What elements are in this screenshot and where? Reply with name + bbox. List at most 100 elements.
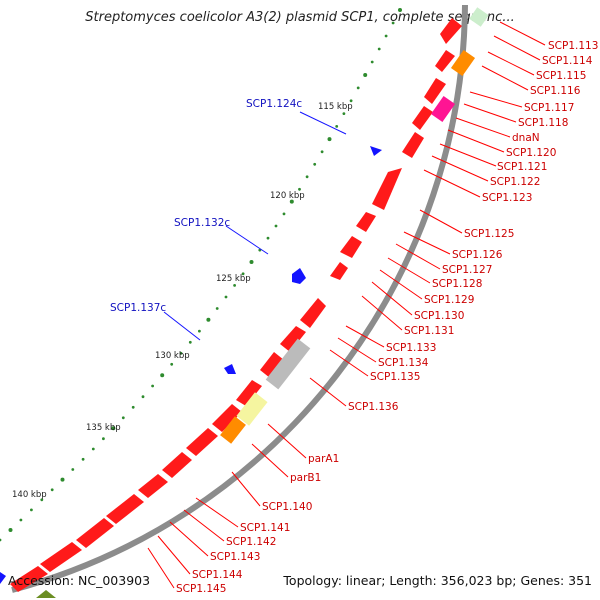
scale-tick bbox=[305, 175, 309, 179]
leader-line bbox=[267, 423, 307, 459]
gene-arrow bbox=[340, 236, 362, 258]
gene-label[interactable]: SCP1.120 bbox=[506, 147, 556, 159]
gene-scp1-124c-marker bbox=[370, 146, 382, 156]
scale-tick bbox=[289, 199, 294, 204]
gene-label[interactable]: SCP1.132c bbox=[174, 217, 230, 229]
gene-parA1-box bbox=[236, 392, 268, 426]
scale-tick bbox=[71, 468, 75, 471]
scale-label: 140 kbp bbox=[12, 490, 47, 500]
scale-tick bbox=[298, 187, 301, 191]
scale-tick bbox=[131, 405, 135, 409]
leader-line bbox=[487, 51, 535, 76]
gene-label[interactable]: SCP1.114 bbox=[542, 55, 593, 67]
leader-line bbox=[183, 509, 225, 542]
leader-line bbox=[361, 295, 403, 331]
gene-label[interactable]: SCP1.134 bbox=[378, 357, 429, 369]
gene-scp1-115-box bbox=[450, 49, 476, 77]
gene-arrow bbox=[106, 494, 144, 524]
leader-line bbox=[169, 521, 209, 557]
gene-label[interactable]: SCP1.125 bbox=[464, 228, 514, 240]
leader-line bbox=[469, 91, 523, 108]
gene-label[interactable]: SCP1.142 bbox=[226, 536, 276, 548]
scale-labels: 115 kbp 120 kbp 125 kbp 130 kbp 135 kbp … bbox=[12, 102, 353, 500]
scale-tick bbox=[282, 212, 286, 216]
gene-label[interactable]: SCP1.117 bbox=[524, 102, 574, 114]
leader-line bbox=[423, 169, 481, 198]
leader-line bbox=[419, 209, 463, 234]
gene-arrow bbox=[186, 428, 218, 456]
gene-arrow bbox=[280, 326, 306, 352]
gene-label[interactable]: SCP1.143 bbox=[210, 551, 260, 563]
gene-label[interactable]: SCP1.137c bbox=[110, 302, 166, 314]
gene-label[interactable]: SCP1.140 bbox=[262, 501, 312, 513]
gene-label[interactable]: SCP1.122 bbox=[490, 176, 540, 188]
scale-tick bbox=[377, 47, 381, 51]
gene-label[interactable]: SCP1.118 bbox=[518, 117, 568, 129]
scale-tick bbox=[398, 8, 402, 12]
scale-tick bbox=[391, 21, 395, 25]
gene-parB1-box bbox=[220, 416, 246, 444]
gene-arrow bbox=[138, 474, 168, 498]
gene-label[interactable]: SCP1.133 bbox=[386, 342, 436, 354]
scale-tick bbox=[224, 295, 228, 299]
left-gene-labels: SCP1.124c SCP1.132c SCP1.137c bbox=[110, 98, 302, 314]
map-title: Streptomyces coelicolor A3(2) plasmid SC… bbox=[85, 10, 515, 25]
gene-label[interactable]: SCP1.126 bbox=[452, 249, 503, 261]
scale-tick bbox=[198, 329, 201, 333]
scale-tick bbox=[170, 362, 174, 366]
gene-label[interactable]: SCP1.144 bbox=[192, 569, 243, 581]
gene-arrow bbox=[440, 18, 462, 44]
scale-tick bbox=[19, 518, 23, 522]
forward-gene-track bbox=[10, 18, 462, 592]
gene-label[interactable]: SCP1.113 bbox=[548, 40, 598, 52]
leader-line bbox=[251, 443, 289, 478]
gene-label[interactable]: SCP1.121 bbox=[497, 161, 547, 173]
scale-tick bbox=[121, 416, 125, 420]
gene-label[interactable]: SCP1.127 bbox=[442, 264, 492, 276]
leader-line bbox=[439, 143, 497, 167]
scale-tick bbox=[327, 137, 332, 142]
leader-line bbox=[345, 325, 385, 348]
gene-arrow bbox=[236, 380, 262, 406]
scale-tick bbox=[363, 73, 368, 77]
scale-tick bbox=[274, 224, 278, 228]
gene-label[interactable]: SCP1.124c bbox=[246, 98, 302, 110]
scale-tick bbox=[50, 488, 54, 492]
leader-line bbox=[337, 337, 377, 363]
gene-scp1-132c-marker bbox=[292, 268, 306, 284]
leader-line bbox=[431, 155, 489, 182]
gene-label[interactable]: SCP1.145 bbox=[176, 583, 226, 595]
gene-arrow bbox=[300, 298, 326, 328]
gene-label[interactable]: SCP1.130 bbox=[414, 310, 464, 322]
gene-arrow bbox=[212, 404, 242, 432]
gene-label[interactable]: SCP1.115 bbox=[536, 70, 586, 82]
leader-line bbox=[231, 471, 261, 507]
scale-tick bbox=[111, 426, 116, 431]
gene-label[interactable]: SCP1.136 bbox=[348, 401, 399, 413]
leader-line bbox=[447, 129, 505, 153]
leader-line bbox=[481, 65, 529, 91]
scale-tick bbox=[335, 125, 339, 128]
gene-label[interactable]: SCP1.123 bbox=[482, 192, 532, 204]
gene-label[interactable]: parB1 bbox=[290, 472, 321, 484]
gene-label[interactable]: SCP1.135 bbox=[370, 371, 420, 383]
gene-label[interactable]: SCP1.128 bbox=[432, 278, 482, 290]
label-leader-lines bbox=[147, 21, 546, 589]
leader-line bbox=[329, 349, 369, 377]
gene-label[interactable]: SCP1.131 bbox=[404, 325, 454, 337]
right-gene-labels: SCP1.113 SCP1.114 SCP1.115 SCP1.116 SCP1… bbox=[176, 40, 598, 595]
scale-tick bbox=[320, 150, 324, 154]
gene-label[interactable]: parA1 bbox=[308, 453, 339, 465]
leader-line bbox=[157, 535, 191, 575]
leader-line bbox=[499, 21, 546, 46]
gene-arrow bbox=[10, 566, 48, 592]
gene-label[interactable]: SCP1.141 bbox=[240, 522, 290, 534]
gene-arrow bbox=[260, 352, 284, 378]
scale-tick bbox=[241, 272, 245, 276]
scale-tick bbox=[233, 284, 237, 287]
gene-label[interactable]: dnaN bbox=[512, 132, 540, 144]
gene-label[interactable]: SCP1.129 bbox=[424, 294, 474, 306]
gene-label[interactable]: SCP1.116 bbox=[530, 85, 581, 97]
